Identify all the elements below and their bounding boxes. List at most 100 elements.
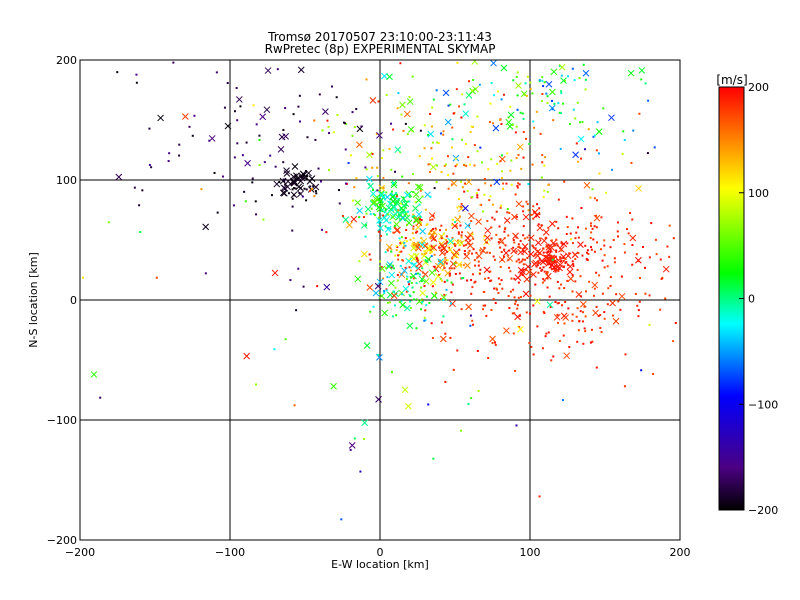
dot-marker — [553, 257, 556, 260]
dot-marker — [412, 225, 415, 228]
cross-marker — [449, 260, 457, 268]
dot-marker — [421, 298, 424, 301]
cross-marker — [534, 252, 541, 260]
cross-marker — [182, 113, 189, 120]
dot-marker — [434, 227, 437, 230]
dot-marker — [520, 167, 523, 170]
cross-marker — [464, 262, 471, 269]
cross-marker — [479, 247, 487, 254]
dot-marker — [574, 237, 577, 240]
dot-marker — [555, 261, 558, 264]
x-tick-label: −200 — [65, 546, 95, 559]
cross-marker — [535, 239, 542, 247]
dot-marker — [525, 200, 528, 203]
dot-marker — [451, 218, 454, 221]
dot-marker — [546, 263, 549, 266]
dot-marker — [590, 328, 593, 331]
dot-marker — [562, 259, 565, 262]
dot-marker — [430, 229, 433, 232]
cross-marker — [90, 371, 98, 378]
dot-marker — [445, 228, 448, 231]
dot-marker — [589, 236, 592, 239]
dot-marker — [273, 348, 276, 351]
dot-marker — [429, 195, 432, 198]
dot-marker — [396, 274, 399, 277]
cross-marker — [375, 396, 382, 403]
dot-marker — [420, 245, 423, 248]
dot-marker — [471, 89, 474, 92]
cross-marker — [427, 130, 435, 138]
dot-marker — [488, 199, 491, 202]
dot-marker — [386, 301, 389, 304]
dot-marker — [552, 119, 555, 122]
dot-marker — [509, 290, 512, 293]
dot-marker — [467, 251, 470, 254]
dot-marker — [582, 342, 585, 345]
dot-marker — [518, 261, 521, 264]
dot-marker — [525, 311, 528, 314]
dot-marker — [417, 241, 420, 244]
dot-marker — [481, 308, 484, 311]
dot-marker — [430, 147, 433, 150]
dot-marker — [507, 234, 510, 237]
dot-marker — [452, 112, 455, 115]
dot-marker — [471, 125, 474, 128]
dot-marker — [450, 146, 453, 149]
cross-marker — [566, 268, 574, 276]
dot-marker — [487, 168, 490, 171]
dot-marker — [409, 306, 412, 309]
dot-marker — [496, 162, 499, 165]
dot-marker — [597, 152, 600, 155]
cross-marker — [363, 342, 371, 349]
dot-marker — [400, 273, 403, 276]
dot-marker — [554, 300, 557, 303]
dot-marker — [353, 126, 356, 129]
dot-marker — [655, 253, 658, 256]
dot-marker — [399, 202, 402, 205]
dot-marker — [617, 235, 620, 238]
dot-marker — [579, 310, 582, 313]
dot-marker — [446, 240, 449, 243]
dot-marker — [555, 220, 558, 223]
dot-marker — [395, 314, 398, 317]
dot-marker — [440, 321, 443, 324]
dot-marker — [609, 284, 612, 287]
dot-marker — [432, 457, 435, 460]
cross-marker — [556, 261, 564, 269]
dot-marker — [395, 195, 398, 198]
dot-marker — [541, 281, 544, 284]
cross-marker — [283, 167, 290, 174]
dot-marker — [351, 199, 354, 202]
cross-marker — [582, 69, 590, 77]
dot-marker — [499, 238, 502, 241]
dot-marker — [469, 314, 472, 317]
dot-marker — [621, 152, 624, 155]
dot-marker — [571, 290, 574, 293]
dot-marker — [444, 252, 447, 255]
dot-marker — [525, 94, 528, 97]
dot-marker — [414, 253, 417, 256]
cross-marker — [428, 212, 436, 219]
dot-marker — [471, 319, 474, 322]
dot-marker — [252, 104, 255, 107]
dot-marker — [489, 280, 492, 283]
dot-marker — [412, 291, 415, 294]
dot-marker — [573, 253, 576, 256]
cross-marker — [354, 199, 361, 206]
dot-marker — [442, 315, 445, 318]
dot-marker — [463, 182, 466, 185]
dot-marker — [471, 233, 474, 236]
cross-marker — [536, 249, 544, 257]
dot-marker — [561, 243, 564, 246]
dot-marker — [587, 253, 590, 256]
dot-marker — [475, 192, 478, 195]
dot-marker — [483, 177, 486, 180]
cross-marker — [366, 284, 374, 291]
cross-marker — [549, 88, 556, 96]
dot-marker — [463, 190, 466, 193]
dot-marker — [476, 349, 479, 352]
cross-marker — [360, 250, 368, 258]
dot-marker — [478, 272, 481, 275]
dot-marker — [576, 307, 579, 310]
dot-marker — [394, 254, 397, 257]
